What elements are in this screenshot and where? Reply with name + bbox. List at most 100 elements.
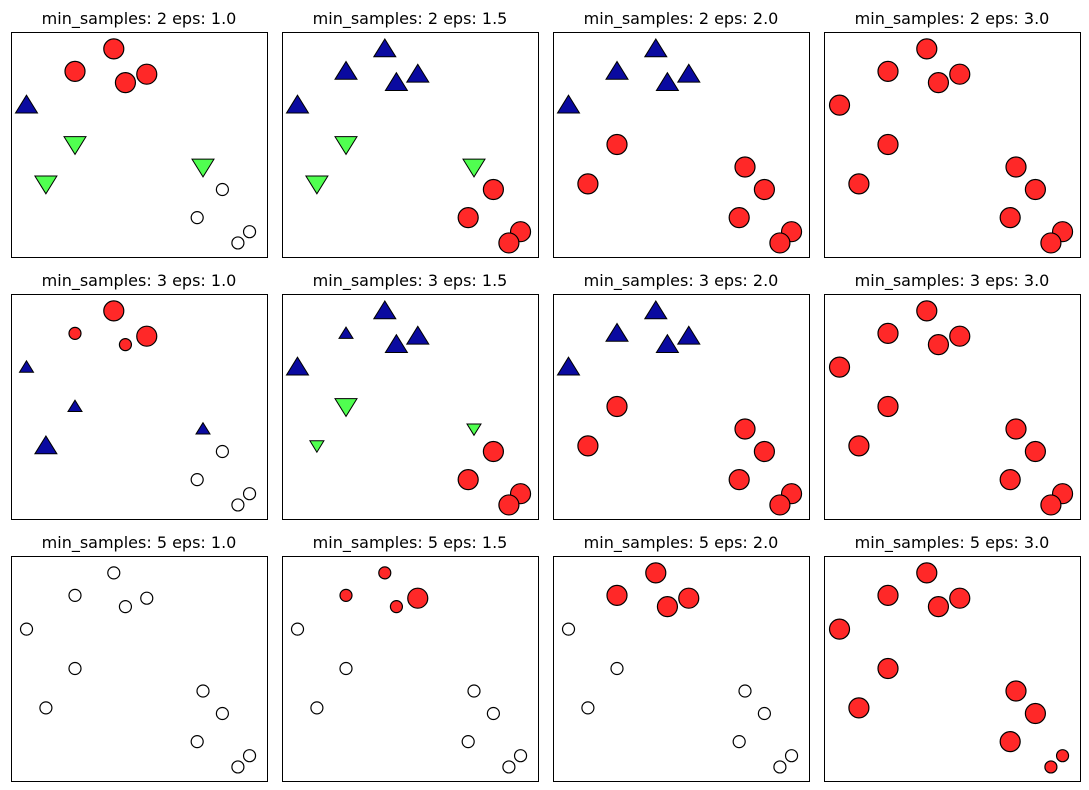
core-point-cluster-1 bbox=[372, 300, 397, 320]
axes-frame bbox=[824, 556, 1081, 782]
core-point-cluster-0 bbox=[848, 435, 870, 457]
core-point-cluster-0 bbox=[1024, 702, 1046, 725]
core-point-cluster-0 bbox=[848, 173, 870, 195]
core-point-cluster-1 bbox=[405, 325, 430, 345]
noise-point bbox=[732, 735, 746, 749]
noise-point bbox=[19, 622, 34, 636]
core-point-cluster-1 bbox=[655, 333, 680, 353]
subplot-9: min_samples: 5 eps: 1.0 bbox=[11, 533, 268, 782]
core-point-cluster-0 bbox=[482, 178, 504, 201]
border-point-cluster-2 bbox=[309, 440, 325, 454]
axes-frame bbox=[282, 32, 539, 258]
subplot-title: min_samples: 5 eps: 2.0 bbox=[584, 533, 779, 553]
core-point-cluster-0 bbox=[482, 440, 504, 463]
core-point-cluster-0 bbox=[1005, 418, 1027, 440]
noise-point bbox=[242, 487, 257, 501]
core-point-cluster-1 bbox=[34, 435, 58, 455]
noise-point bbox=[231, 236, 245, 250]
subplot-title: min_samples: 5 eps: 1.5 bbox=[313, 533, 508, 553]
core-point-cluster-1 bbox=[676, 325, 701, 345]
core-point-cluster-2 bbox=[462, 158, 486, 178]
subplot-11: min_samples: 5 eps: 2.0 bbox=[553, 533, 810, 782]
core-point-cluster-0 bbox=[577, 173, 599, 195]
noise-point bbox=[738, 684, 752, 698]
core-point-cluster-0 bbox=[577, 435, 599, 457]
noise-point bbox=[140, 591, 154, 605]
noise-point bbox=[461, 735, 475, 749]
core-point-cluster-0 bbox=[916, 300, 938, 322]
axes-frame bbox=[553, 32, 810, 258]
core-point-cluster-0 bbox=[136, 63, 158, 85]
core-point-cluster-1 bbox=[655, 71, 680, 91]
core-point-cluster-0 bbox=[64, 60, 86, 82]
core-point-cluster-0 bbox=[949, 325, 971, 347]
core-point-cluster-0 bbox=[498, 494, 520, 516]
noise-point bbox=[190, 735, 204, 749]
subplot-title: min_samples: 3 eps: 1.5 bbox=[313, 271, 508, 291]
noise-point bbox=[561, 622, 576, 636]
subplot-10: min_samples: 5 eps: 1.5 bbox=[282, 533, 539, 782]
core-point-cluster-0 bbox=[999, 207, 1021, 229]
core-point-cluster-0 bbox=[606, 584, 628, 606]
core-point-cluster-0 bbox=[1005, 156, 1027, 178]
noise-point bbox=[215, 706, 229, 721]
core-point-cluster-2 bbox=[63, 136, 87, 156]
border-point-cluster-1 bbox=[18, 359, 35, 373]
subplot-title: min_samples: 2 eps: 3.0 bbox=[855, 9, 1050, 29]
noise-point bbox=[190, 211, 204, 225]
core-point-cluster-0 bbox=[828, 618, 851, 640]
core-point-cluster-0 bbox=[999, 469, 1021, 491]
core-point-cluster-1 bbox=[676, 63, 701, 83]
core-point-cluster-0 bbox=[877, 60, 899, 82]
axes-frame bbox=[11, 556, 268, 782]
core-point-cluster-1 bbox=[14, 94, 39, 114]
core-point-cluster-0 bbox=[645, 562, 667, 584]
noise-point bbox=[215, 444, 229, 459]
core-point-cluster-0 bbox=[498, 232, 520, 254]
subplot-title: min_samples: 3 eps: 3.0 bbox=[855, 271, 1050, 291]
border-point-cluster-0 bbox=[118, 338, 133, 352]
noise-point bbox=[581, 701, 595, 715]
core-point-cluster-0 bbox=[734, 156, 756, 178]
noise-point bbox=[190, 473, 204, 487]
core-point-cluster-1 bbox=[384, 71, 409, 91]
noise-point bbox=[502, 760, 516, 774]
core-point-cluster-0 bbox=[753, 178, 775, 201]
core-point-cluster-0 bbox=[606, 395, 628, 418]
core-point-cluster-1 bbox=[334, 60, 358, 80]
core-point-cluster-1 bbox=[384, 333, 409, 353]
axes-frame bbox=[553, 294, 810, 520]
core-point-cluster-0 bbox=[1024, 440, 1046, 463]
subplot-5: min_samples: 3 eps: 1.0 bbox=[11, 271, 268, 520]
core-point-cluster-2 bbox=[305, 175, 329, 195]
noise-point bbox=[773, 760, 787, 774]
core-point-cluster-1 bbox=[285, 356, 310, 376]
core-point-cluster-0 bbox=[728, 207, 750, 229]
noise-point bbox=[118, 600, 133, 614]
core-point-cluster-0 bbox=[999, 731, 1021, 753]
noise-point bbox=[339, 661, 353, 676]
core-point-cluster-0 bbox=[877, 657, 899, 680]
noise-point bbox=[486, 706, 500, 721]
border-point-cluster-0 bbox=[378, 566, 392, 580]
core-point-cluster-0 bbox=[769, 232, 791, 254]
core-point-cluster-0 bbox=[828, 94, 851, 116]
noise-point bbox=[290, 622, 305, 636]
subplot-title: min_samples: 3 eps: 1.0 bbox=[42, 271, 237, 291]
noise-point bbox=[513, 749, 528, 763]
noise-point bbox=[196, 684, 210, 698]
axes-frame bbox=[11, 32, 268, 258]
core-point-cluster-0 bbox=[916, 38, 938, 60]
border-point-cluster-2 bbox=[466, 423, 482, 437]
border-point-cluster-0 bbox=[339, 588, 353, 602]
core-point-cluster-1 bbox=[605, 60, 629, 80]
core-point-cluster-2 bbox=[34, 175, 58, 195]
axes-frame bbox=[824, 294, 1081, 520]
axes-frame bbox=[824, 32, 1081, 258]
core-point-cluster-0 bbox=[1024, 178, 1046, 201]
core-point-cluster-0 bbox=[927, 334, 950, 356]
core-point-cluster-2 bbox=[191, 158, 215, 178]
core-point-cluster-1 bbox=[643, 38, 668, 58]
core-point-cluster-0 bbox=[769, 494, 791, 516]
subplot-6: min_samples: 3 eps: 1.5 bbox=[282, 271, 539, 520]
